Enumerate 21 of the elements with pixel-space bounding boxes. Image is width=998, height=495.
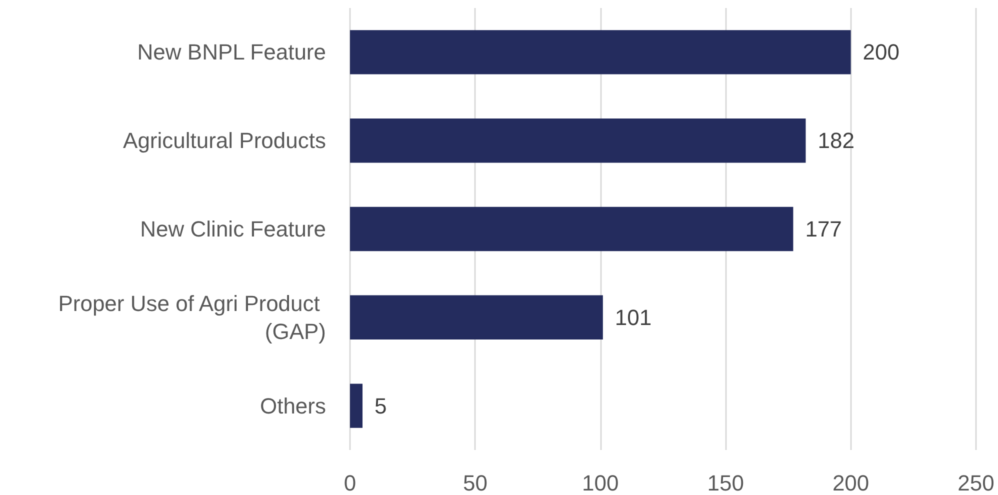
y-tick-label: Proper Use of Agri Product (GAP)	[58, 290, 326, 344]
data-label: 200	[862, 40, 900, 65]
data-label: 177	[805, 216, 842, 242]
y-tick-label: New Clinic Feature	[140, 216, 326, 242]
x-tick-label: 150	[707, 470, 744, 495]
bar	[350, 384, 363, 428]
x-tick-label: 0	[344, 470, 356, 495]
bar	[350, 30, 851, 74]
y-tick-label: Agricultural Products	[123, 128, 326, 154]
x-tick-label: 100	[582, 470, 619, 495]
data-label: 5	[374, 393, 387, 418]
bar	[350, 206, 794, 252]
x-tick-label: 50	[462, 470, 488, 495]
x-tick-label: 250	[958, 470, 994, 495]
x-tick-label: 200	[832, 470, 870, 495]
y-tick-label: Others	[260, 393, 326, 418]
bar	[350, 295, 603, 340]
bar	[350, 118, 806, 163]
y-tick-label: New BNPL Feature	[137, 40, 326, 65]
data-label: 182	[818, 128, 854, 154]
data-label: 101	[614, 304, 652, 330]
